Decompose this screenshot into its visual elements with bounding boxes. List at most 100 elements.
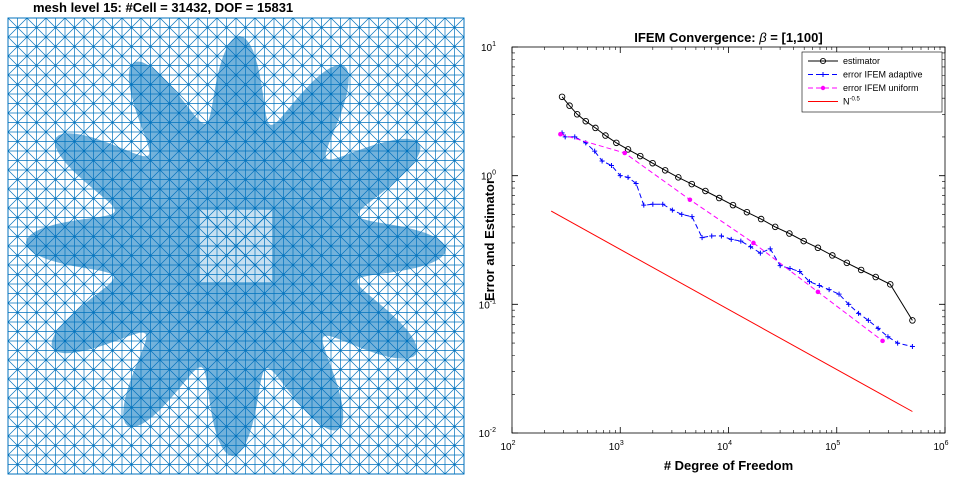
mesh-center-lines xyxy=(199,209,273,283)
data-point xyxy=(857,266,865,274)
data-point xyxy=(625,174,631,180)
data-point xyxy=(650,201,656,207)
series-2 xyxy=(558,131,885,344)
data-point xyxy=(566,102,573,109)
data-point xyxy=(617,173,623,179)
y-axis-label: Error and Estimator xyxy=(482,179,497,301)
x-tick-base: 10 xyxy=(500,442,512,453)
data-point xyxy=(865,317,871,323)
data-point xyxy=(592,124,599,132)
data-point xyxy=(815,289,821,295)
legend-label-text: estimator xyxy=(843,56,880,66)
x-tick-label: 104 xyxy=(717,440,732,453)
data-point xyxy=(624,146,632,153)
x-tick-label: 105 xyxy=(825,440,840,453)
data-point xyxy=(718,233,724,239)
y-tick-base: 10 xyxy=(481,172,493,183)
data-point xyxy=(909,344,915,350)
mesh-title: mesh level 15: #Cell = 31432, DOF = 1583… xyxy=(33,0,294,15)
x-tick-base: 10 xyxy=(717,442,729,453)
x-tick-exp: 2 xyxy=(512,440,516,447)
mesh-border xyxy=(7,17,465,475)
data-point xyxy=(675,174,682,181)
data-point xyxy=(767,246,773,252)
data-point xyxy=(836,291,842,297)
chart-title-prefix: IFEM Convergence: xyxy=(634,30,759,45)
data-point xyxy=(787,265,793,271)
series-line xyxy=(560,133,883,342)
data-point xyxy=(715,194,723,202)
legend-label: estimator xyxy=(843,56,880,66)
data-point xyxy=(816,283,822,289)
x-tick-exp: 4 xyxy=(728,440,732,447)
x-axis-label: # Degree of Freedom xyxy=(664,458,793,473)
x-tick-label: 102 xyxy=(500,440,515,453)
data-point xyxy=(748,244,754,250)
data-point xyxy=(829,252,836,259)
chart-title: IFEM Convergence: β = [1,100] xyxy=(634,30,822,45)
y-tick-exp: -1 xyxy=(490,298,496,305)
data-point xyxy=(669,207,675,213)
y-tick-exp: -2 xyxy=(490,427,496,434)
data-point xyxy=(771,223,779,231)
y-tick-label: 10-1 xyxy=(479,298,496,311)
data-point xyxy=(688,180,696,188)
chart-title-symbol: β xyxy=(758,30,767,45)
data-point xyxy=(814,244,822,252)
data-point xyxy=(558,131,563,137)
data-point xyxy=(582,117,589,125)
legend-label: error IFEM uniform xyxy=(843,83,919,93)
data-point xyxy=(880,338,885,344)
y-tick-exp: 1 xyxy=(492,41,496,48)
chart-title-suffix: = [1,100] xyxy=(767,30,823,45)
series-3 xyxy=(550,210,913,412)
series-0 xyxy=(558,93,916,324)
data-point xyxy=(573,111,581,118)
data-point xyxy=(743,208,751,216)
data-point xyxy=(729,201,737,209)
data-point xyxy=(826,287,832,293)
data-point xyxy=(800,237,807,245)
data-point xyxy=(592,148,598,154)
data-point xyxy=(649,159,656,167)
y-tick-base: 10 xyxy=(479,429,491,440)
legend-marker xyxy=(819,57,827,65)
series-line xyxy=(561,96,913,321)
data-point xyxy=(786,230,793,237)
data-point xyxy=(702,187,709,195)
legend: estimator error IFEM adaptive error IFEM u… xyxy=(801,51,943,113)
series-1 xyxy=(559,130,915,350)
legend-label-sup: -0.5 xyxy=(850,97,861,103)
data-point xyxy=(636,152,644,160)
data-point xyxy=(660,201,666,207)
y-tick-label: 100 xyxy=(481,170,496,183)
data-point xyxy=(608,162,614,168)
x-tick-base: 10 xyxy=(825,442,837,453)
data-point xyxy=(679,211,685,217)
mesh-grid xyxy=(7,17,465,475)
x-tick-exp: 6 xyxy=(945,440,949,447)
y-tick-base: 10 xyxy=(479,300,491,311)
legend-label-text: N xyxy=(843,97,850,107)
x-tick-base: 10 xyxy=(609,442,621,453)
x-tick-exp: 3 xyxy=(620,440,624,447)
data-point xyxy=(689,214,695,220)
data-point xyxy=(602,132,609,139)
legend-label: N-0.5 xyxy=(843,97,861,107)
data-point xyxy=(641,202,647,208)
data-point xyxy=(622,150,628,156)
minor-ticks xyxy=(512,47,945,433)
legend-label-text: error IFEM uniform xyxy=(843,83,919,93)
data-point xyxy=(846,301,852,307)
legend-label-text: error IFEM adaptive xyxy=(843,70,923,80)
data-point xyxy=(885,334,891,340)
data-point xyxy=(687,197,693,203)
data-point xyxy=(886,281,894,288)
legend-marker xyxy=(820,72,826,77)
data-point xyxy=(558,93,566,101)
data-point xyxy=(699,235,705,241)
data-point xyxy=(728,236,734,242)
data-point xyxy=(613,139,620,147)
x-tick-exp: 5 xyxy=(836,440,840,447)
data-point xyxy=(843,259,851,267)
